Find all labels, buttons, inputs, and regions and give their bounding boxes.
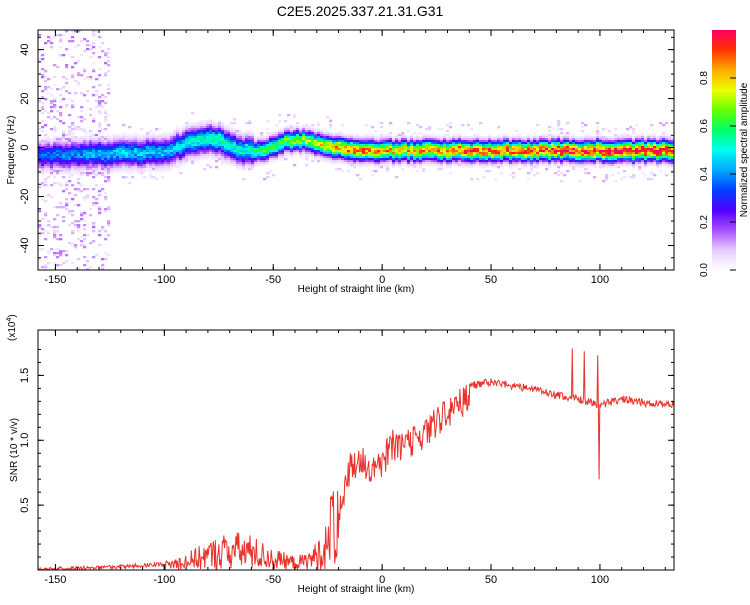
spectrogram-y-ticks: -40 -20 0 20 40 bbox=[19, 36, 674, 271]
snr-frame bbox=[37, 329, 675, 571]
colorbar-tick-label: 0.2 bbox=[699, 215, 710, 229]
spectrogram-y-tick-label: -20 bbox=[19, 189, 31, 205]
snr-x-tick-label: 0 bbox=[379, 574, 385, 586]
colorbar: 0.0 0.2 0.4 0.6 0.8 Normalized spectral ampl… bbox=[699, 30, 750, 277]
snr-line-layer bbox=[38, 348, 674, 570]
snr-x-tick-label: -50 bbox=[265, 574, 281, 586]
spectrogram-y-tick-label: 20 bbox=[19, 92, 31, 104]
colorbar-tick-label: 0.4 bbox=[699, 167, 710, 181]
snr-x-tick-label: -100 bbox=[153, 574, 175, 586]
colorbar-label: Normalized spectral amplitude bbox=[739, 82, 750, 217]
colorbar-tick-label: 0.0 bbox=[699, 263, 710, 277]
snr-panel: -150 -100 -50 0 50 100 0.5 1.0 1.5 Height of st… bbox=[6, 314, 675, 595]
snr-y-label: SNR (10 * v/v) bbox=[9, 418, 20, 482]
spectrogram-x-tick-label: 50 bbox=[485, 274, 497, 286]
spectrogram-x-tick-label: 100 bbox=[591, 274, 609, 286]
snr-x-label: Height of straight line (km) bbox=[298, 584, 415, 595]
spectrogram-y-label: Frequency (Hz) bbox=[6, 116, 17, 185]
spectrogram-x-tick-label: -100 bbox=[153, 274, 175, 286]
snr-x-tick-label: -150 bbox=[44, 574, 66, 586]
snr-multiplier-exp: 4 bbox=[6, 318, 13, 322]
spectrogram-y-tick-label: 0 bbox=[19, 144, 31, 150]
snr-x-tick-label: 50 bbox=[485, 574, 497, 586]
spectrogram-x-label: Height of straight line (km) bbox=[298, 284, 415, 295]
snr-multiplier-close: ) bbox=[7, 314, 18, 317]
snr-y-ticks: 0.5 1.0 1.5 bbox=[19, 348, 674, 558]
snr-multiplier-base: (x10 bbox=[7, 321, 18, 341]
spectrogram-y-tick-label: -40 bbox=[19, 238, 31, 254]
snr-x-tick-label: 100 bbox=[591, 574, 609, 586]
spectrogram-panel: -150 -100 -50 0 50 100 -40 -20 0 20 40 Height of … bbox=[6, 29, 675, 295]
colorbar-tick-label: 0.6 bbox=[699, 119, 710, 133]
spectrogram-x-ticks: -150 -100 -50 0 50 100 bbox=[44, 30, 666, 286]
snr-x-ticks: -150 -100 -50 0 50 100 bbox=[44, 330, 666, 586]
spectrogram-x-tick-label: -50 bbox=[265, 274, 281, 286]
figure-title: C2E5.2025.337.21.31.G31 bbox=[277, 3, 444, 19]
snr-y-tick-label: 1.5 bbox=[19, 368, 31, 383]
colorbar-scale bbox=[712, 30, 736, 270]
snr-y-tick-label: 1.0 bbox=[19, 433, 31, 448]
spectrogram-image bbox=[38, 30, 674, 270]
svg-text:(x104): (x104) bbox=[6, 314, 18, 341]
snr-multiplier: (x104) bbox=[6, 314, 18, 341]
spectrogram-x-tick-label: 0 bbox=[379, 274, 385, 286]
snr-series-line bbox=[38, 348, 674, 570]
spectrogram-y-tick-label: 40 bbox=[19, 43, 31, 55]
colorbar-tick-label: 0.8 bbox=[699, 71, 710, 85]
colorbar-ticks: 0.0 0.2 0.4 0.6 0.8 bbox=[699, 71, 736, 277]
spectrogram-x-tick-label: -150 bbox=[44, 274, 66, 286]
snr-y-tick-label: 0.5 bbox=[19, 497, 31, 512]
spectrogram-frame bbox=[37, 29, 675, 271]
